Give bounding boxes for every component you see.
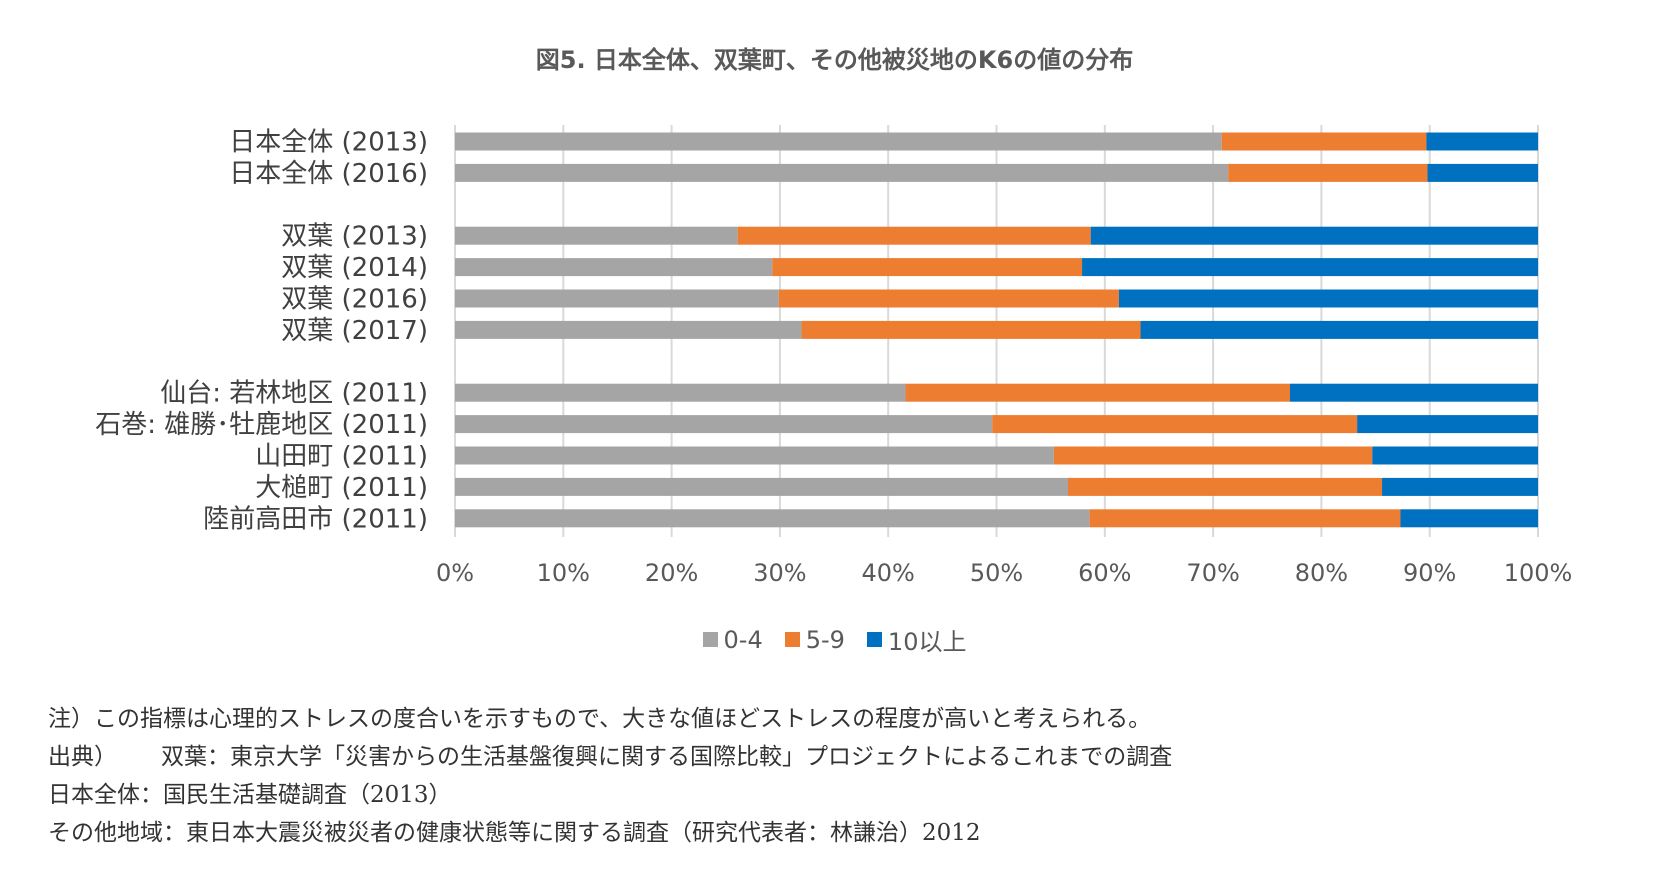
category-label: 石巻: 雄勝･牡鹿地区 (2011) [95,410,428,440]
category-label: 大槌町 (2011) [255,473,428,503]
legend-swatch [784,632,800,647]
bar-segment [455,226,738,245]
legend-swatch [866,632,882,647]
x-tick-label: 60% [1078,559,1131,587]
bar-segment [1082,258,1538,277]
bar-segment [455,383,906,402]
bar-segment [1067,477,1383,496]
legend-label: 10以上 [887,628,967,656]
x-tick-label: 70% [1186,559,1239,587]
bar-segment [1053,446,1373,465]
bar-segment [455,477,1068,496]
bar-segment [1089,509,1401,528]
bar-segment [778,289,1119,308]
chart-legend: 0-4 5-9 10以上 [0,622,1669,657]
bar-segment [992,415,1358,434]
source-line-other: その他地域：東日本大震災被災者の健康状態等に関する調査（研究代表者：林謙治）20… [48,820,981,846]
category-label: 陸前高田市 (2011) [203,504,428,534]
legend-label: 5-9 [805,625,845,654]
bar-segment [455,446,1054,465]
bar-segment [1357,415,1538,434]
x-tick-label: 90% [1403,559,1456,587]
x-tick-label: 80% [1295,559,1348,587]
bar-segment [455,509,1090,528]
bar-segment [1427,163,1538,182]
legend-item: 5-9 [784,622,845,657]
x-tick-label: 40% [862,559,915,587]
bar-segment [905,383,1290,402]
bar-segment [1090,226,1538,245]
bar-segment [455,415,993,434]
category-label: 双葉 (2016) [281,285,428,315]
source-label: 出典） [48,744,117,770]
category-label: 双葉 (2017) [281,316,428,346]
x-tick-label: 10% [537,559,590,587]
bar-segment [1400,509,1538,528]
category-label: 日本全体 (2013) [229,128,428,158]
bar-segment [1118,289,1538,308]
source-line-japan: 日本全体：国民生活基礎調査（2013） [48,782,452,808]
legend-label: 0-4 [723,625,763,654]
source-line-futaba: 出典） 双葉：東京大学「災害からの生活基盤復興に関する国際比較」プロジェクトによる… [48,738,1172,776]
category-label: 双葉 (2014) [281,253,428,283]
source-futaba: 双葉：東京大学「災害からの生活基盤復興に関する国際比較」プロジェクトによるこれま… [161,744,1173,770]
category-label: 山田町 (2011) [255,442,428,472]
chart-title: 図5. 日本全体、双葉町、その他被災地のK6の値の分布 [535,46,1134,74]
bar-segment [801,320,1141,339]
bar-segment [1228,163,1428,182]
category-label: 日本全体 (2016) [229,159,428,189]
bar-segment [1372,446,1538,465]
notes-block: 注）この指標は心理的ストレスの度合いを示すもので、大きな値ほどストレスの程度が高… [48,700,1172,852]
category-label: 双葉 (2013) [281,222,428,252]
bar-segment [455,289,779,308]
bar-segment [1140,320,1538,339]
x-tick-label: 50% [970,559,1023,587]
legend-item: 10以上 [866,622,967,657]
category-label: 仙台: 若林地区 (2011) [160,379,428,409]
x-tick-label: 30% [753,559,806,587]
x-tick-label: 100% [1504,559,1573,587]
x-tick-label: 0% [436,559,474,587]
bar-segment [455,258,773,277]
bar-segment [1221,132,1427,151]
note-line: 注）この指標は心理的ストレスの度合いを示すもので、大きな値ほどストレスの程度が高… [48,706,1152,732]
bar-segment [737,226,1091,245]
bar-segment [1382,477,1538,496]
bar-segment [455,163,1229,182]
x-tick-label: 20% [645,559,698,587]
bar-segment [772,258,1083,277]
bar-segment [455,320,802,339]
legend-swatch [702,632,718,647]
bar-segment [1289,383,1538,402]
legend-item: 0-4 [702,622,763,657]
bar-segment [1426,132,1538,151]
bar-segment [455,132,1222,151]
